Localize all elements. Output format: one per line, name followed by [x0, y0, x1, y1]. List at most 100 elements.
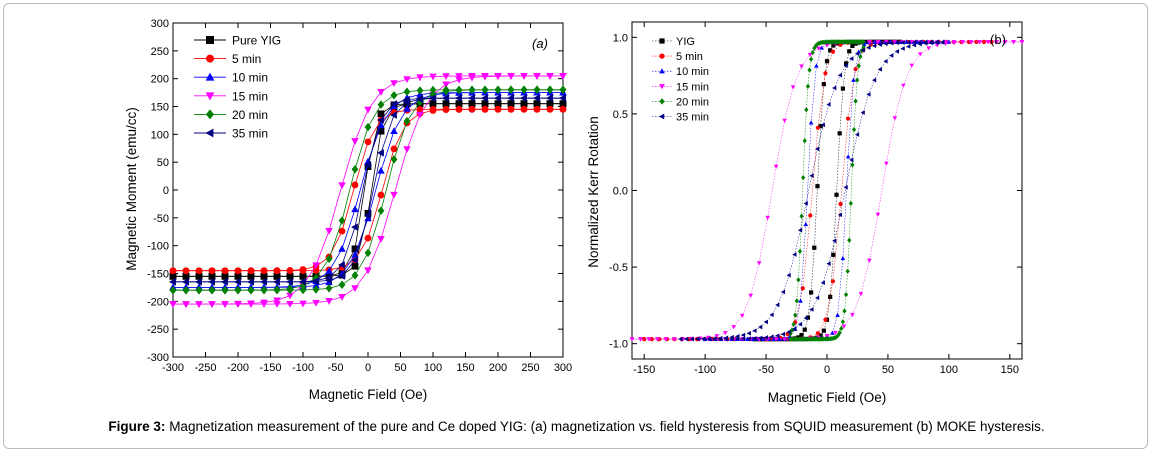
data-point	[791, 85, 796, 89]
chart-b-x-tick-label: 0	[824, 364, 830, 376]
data-point	[849, 201, 853, 206]
data-point	[940, 40, 944, 45]
chart-a-y-tick-label: 250	[151, 46, 169, 58]
chart-b-x-tick-label: -150	[633, 364, 655, 376]
chart-b-y-axis-label: Normalized Kerr Rotation	[586, 116, 601, 268]
data-point	[846, 269, 850, 274]
data-point	[352, 182, 359, 189]
data-point	[842, 308, 846, 313]
data-point	[287, 267, 294, 274]
data-point	[723, 331, 728, 335]
chart-a-x-tick-label: 0	[365, 362, 371, 374]
data-point	[867, 259, 872, 263]
data-point	[804, 107, 808, 112]
chart-b-x-tick-label: 50	[882, 364, 894, 376]
data-point	[852, 127, 856, 132]
data-point	[534, 106, 541, 113]
data-point	[731, 325, 736, 329]
data-point	[781, 332, 785, 337]
data-point	[260, 301, 267, 308]
data-point	[390, 192, 397, 199]
data-point	[832, 86, 836, 91]
data-point	[847, 49, 851, 53]
data-point	[792, 252, 796, 257]
legend-entry-label: 35 min	[232, 127, 268, 141]
legend-entry-label: 20 min	[232, 108, 268, 122]
legend-entry-label: 15 min	[232, 89, 268, 103]
data-point	[855, 51, 859, 56]
chart-b-x-tick-label: -50	[758, 364, 774, 376]
data-point	[443, 106, 450, 113]
data-point	[801, 175, 805, 180]
chart-b-y-tick-label: 0.0	[613, 186, 628, 198]
chart-a-x-tick-label: -200	[227, 362, 249, 374]
legend-entry-label: 10 min	[232, 71, 268, 85]
data-point	[893, 116, 898, 120]
data-point	[430, 107, 437, 114]
data-point	[403, 146, 410, 153]
data-point	[455, 77, 462, 84]
data-point	[482, 106, 489, 113]
chart-a-x-tick-label: -150	[259, 362, 281, 374]
data-point	[825, 59, 829, 63]
data-point	[274, 267, 281, 274]
data-point	[809, 173, 813, 178]
data-point	[378, 207, 385, 216]
legend-marker	[206, 36, 214, 44]
data-point	[747, 331, 751, 336]
data-point	[495, 106, 502, 113]
data-point	[796, 277, 800, 282]
data-point	[351, 138, 358, 145]
data-point	[866, 45, 870, 50]
figure-caption: Figure 3: Magnetization measurement of t…	[0, 419, 1153, 434]
data-point	[804, 316, 808, 321]
data-point	[520, 73, 527, 80]
data-point	[798, 298, 803, 302]
data-point	[494, 73, 501, 80]
legend-entry-label: 5 min	[232, 52, 261, 66]
data-point	[775, 303, 779, 308]
data-point	[183, 267, 190, 274]
series-yig	[752, 40, 902, 341]
data-point	[169, 301, 176, 308]
chart-a-y-tick-label: -250	[147, 324, 169, 336]
data-point	[391, 91, 398, 100]
data-point	[209, 267, 216, 274]
data-point	[630, 337, 635, 341]
data-point	[799, 65, 804, 69]
data-point	[533, 73, 540, 80]
data-point	[918, 52, 923, 56]
data-point	[900, 46, 904, 51]
data-point	[273, 301, 280, 308]
data-point	[855, 132, 859, 137]
data-point	[208, 301, 215, 308]
data-point	[365, 235, 372, 242]
data-point	[872, 78, 876, 83]
chart-a-y-tick-label: 100	[151, 129, 169, 141]
chart-a-y-tick-label: 50	[157, 157, 169, 169]
data-point	[781, 290, 785, 295]
data-point	[764, 320, 768, 325]
data-point	[832, 238, 836, 243]
data-point	[748, 294, 753, 298]
chart-a-x-tick-label: 150	[456, 362, 474, 374]
data-point	[196, 267, 203, 274]
data-point	[1020, 40, 1025, 44]
data-point	[456, 106, 463, 113]
chart-a-y-axis-label: Magnetic Moment (emu/cc)	[124, 107, 139, 271]
chart-a-x-tick-label: 250	[521, 362, 539, 374]
chart-a-x-tick-label: -100	[292, 362, 314, 374]
data-point	[795, 298, 799, 303]
data-point	[876, 213, 881, 217]
data-point	[854, 98, 858, 103]
legend-entry-label: 35 min	[676, 112, 709, 124]
data-point	[803, 138, 807, 143]
chart-a-y-tick-label: 150	[151, 102, 169, 114]
data-point	[807, 67, 811, 72]
chart-b-x-tick-label: -100	[694, 364, 716, 376]
data-point	[806, 84, 810, 89]
chart-b-panel-tag: (b)	[990, 32, 1006, 47]
data-point	[847, 238, 851, 243]
data-point	[508, 106, 515, 113]
data-point	[326, 284, 333, 293]
